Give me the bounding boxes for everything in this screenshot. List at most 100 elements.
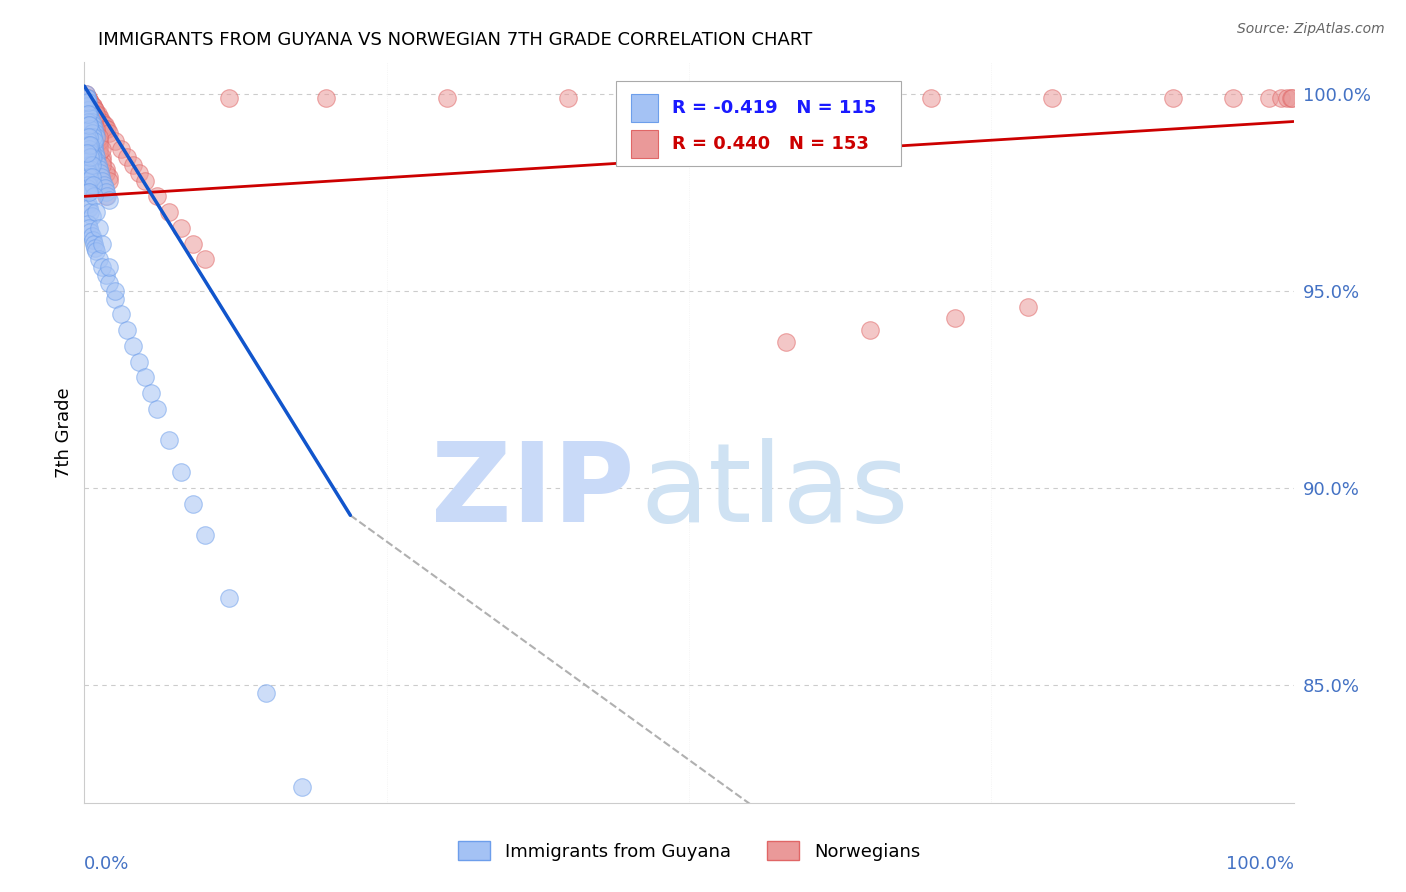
Point (218, 91, 240, 105)
Point (115, 323, 138, 337)
Point (77, 99, 100, 113)
Point (94, 189, 117, 203)
Point (84, 126, 107, 140)
Point (94, 122, 117, 136)
Point (194, 252, 217, 267)
Point (84, 103, 107, 117)
Point (1270, 91, 1292, 105)
Point (86, 122, 108, 136)
Point (79, 142, 101, 156)
Point (80, 169, 103, 184)
Point (79, 114, 101, 128)
Point (76, 103, 98, 117)
Point (181, 496, 204, 510)
Point (83, 122, 105, 136)
Point (77, 95, 100, 109)
Point (82, 119, 104, 133)
Point (86, 130, 108, 145)
Point (80, 126, 103, 140)
Point (134, 173, 156, 187)
Point (83, 236, 105, 251)
Point (80, 99, 103, 113)
Point (139, 386, 162, 401)
Point (76, 95, 98, 109)
Point (94, 166, 117, 180)
Point (943, 311, 966, 326)
Text: 0.0%: 0.0% (84, 855, 129, 872)
Point (76, 146, 98, 161)
Point (79, 122, 101, 136)
Point (77, 114, 100, 128)
Point (80, 158, 103, 172)
Point (77, 122, 100, 136)
Point (90, 114, 112, 128)
Point (77, 119, 100, 133)
Point (77, 166, 100, 180)
Point (79, 150, 101, 164)
Point (86, 106, 108, 120)
Point (87, 134, 110, 148)
Point (104, 134, 127, 148)
Point (84, 241, 107, 255)
Text: Source: ZipAtlas.com: Source: ZipAtlas.com (1237, 22, 1385, 37)
Point (94, 268, 117, 282)
Point (1258, 91, 1281, 105)
Point (76, 91, 98, 105)
Point (146, 402, 169, 417)
Point (86, 106, 108, 120)
Point (77, 126, 100, 140)
Point (80, 119, 103, 133)
Point (83, 130, 105, 145)
Point (557, 91, 579, 105)
Point (84, 126, 107, 140)
Point (80, 142, 103, 156)
Point (80, 114, 103, 128)
Point (77, 138, 100, 153)
Point (76, 99, 98, 113)
Point (77, 169, 100, 184)
Point (254, 685, 277, 699)
Point (82, 119, 104, 133)
Point (77, 130, 100, 145)
Point (77, 134, 100, 148)
Point (79, 225, 101, 239)
Point (80, 111, 103, 125)
Point (86, 134, 108, 148)
Point (97, 126, 120, 140)
Point (80, 114, 103, 128)
Point (79, 205, 101, 219)
Point (79, 114, 101, 128)
Point (79, 161, 101, 176)
Point (75, 91, 97, 105)
Point (77, 119, 100, 133)
Point (83, 114, 105, 128)
Legend: Immigrants from Guyana, Norwegians: Immigrants from Guyana, Norwegians (450, 834, 928, 868)
Point (79, 95, 101, 109)
Point (76, 173, 98, 187)
Point (1277, 91, 1299, 105)
Point (82, 126, 104, 140)
Point (79, 114, 101, 128)
Point (77, 126, 100, 140)
Point (170, 465, 193, 479)
Text: ZIP: ZIP (432, 438, 634, 545)
Point (77, 99, 100, 113)
Point (83, 103, 105, 117)
Point (82, 114, 104, 128)
Point (291, 780, 314, 794)
Point (77, 134, 100, 148)
Point (77, 103, 100, 117)
Point (90, 169, 112, 184)
Point (77, 103, 100, 117)
Point (77, 114, 100, 128)
Point (1281, 91, 1303, 105)
Point (920, 91, 942, 105)
Point (87, 142, 110, 156)
Point (77, 95, 100, 109)
Point (77, 130, 100, 145)
Point (86, 244, 108, 259)
Point (82, 146, 104, 161)
Point (104, 292, 127, 306)
Point (121, 339, 143, 353)
Point (134, 370, 156, 384)
